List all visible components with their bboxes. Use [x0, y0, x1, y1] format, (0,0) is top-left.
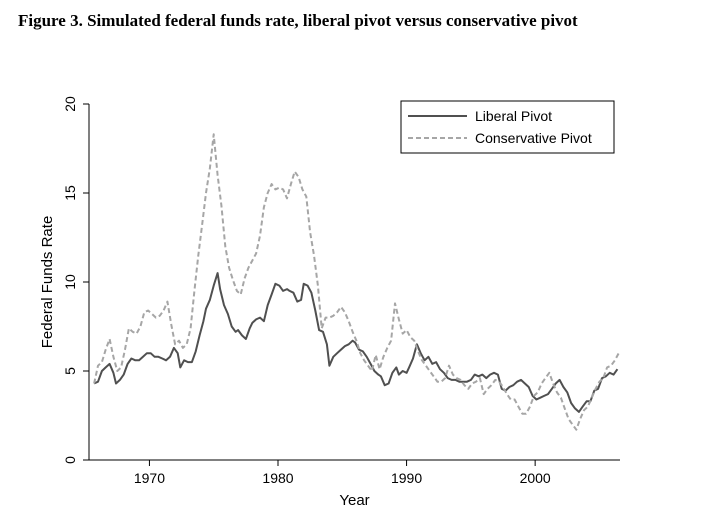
y-tick-label: 0: [62, 456, 78, 464]
x-tick-label: 1990: [391, 470, 422, 486]
chart-axes: 0 5 10 15 20 1970 1980 1990 2000: [62, 96, 620, 486]
y-tick-label: 10: [62, 274, 78, 290]
legend-label: Conservative Pivot: [475, 130, 592, 146]
y-tick-label: 5: [62, 367, 78, 375]
series-line-1: [93, 133, 620, 431]
y-tick-label: 20: [62, 96, 78, 112]
x-tick-label: 1970: [134, 470, 165, 486]
series-line-0: [93, 272, 619, 413]
series-layer: [93, 133, 620, 431]
legend: Liberal Pivot Conservative Pivot: [400, 100, 615, 154]
x-axis-title: Year: [339, 492, 369, 509]
legend-box: [400, 100, 615, 154]
y-tick-label: 15: [62, 185, 78, 201]
y-axis-title: Federal Funds Rate: [39, 216, 56, 349]
x-tick-label: 2000: [520, 470, 551, 486]
x-tick-label: 1980: [262, 470, 293, 486]
legend-label: Liberal Pivot: [475, 108, 552, 124]
figure-title: Figure 3. Simulated federal funds rate, …: [18, 11, 578, 30]
